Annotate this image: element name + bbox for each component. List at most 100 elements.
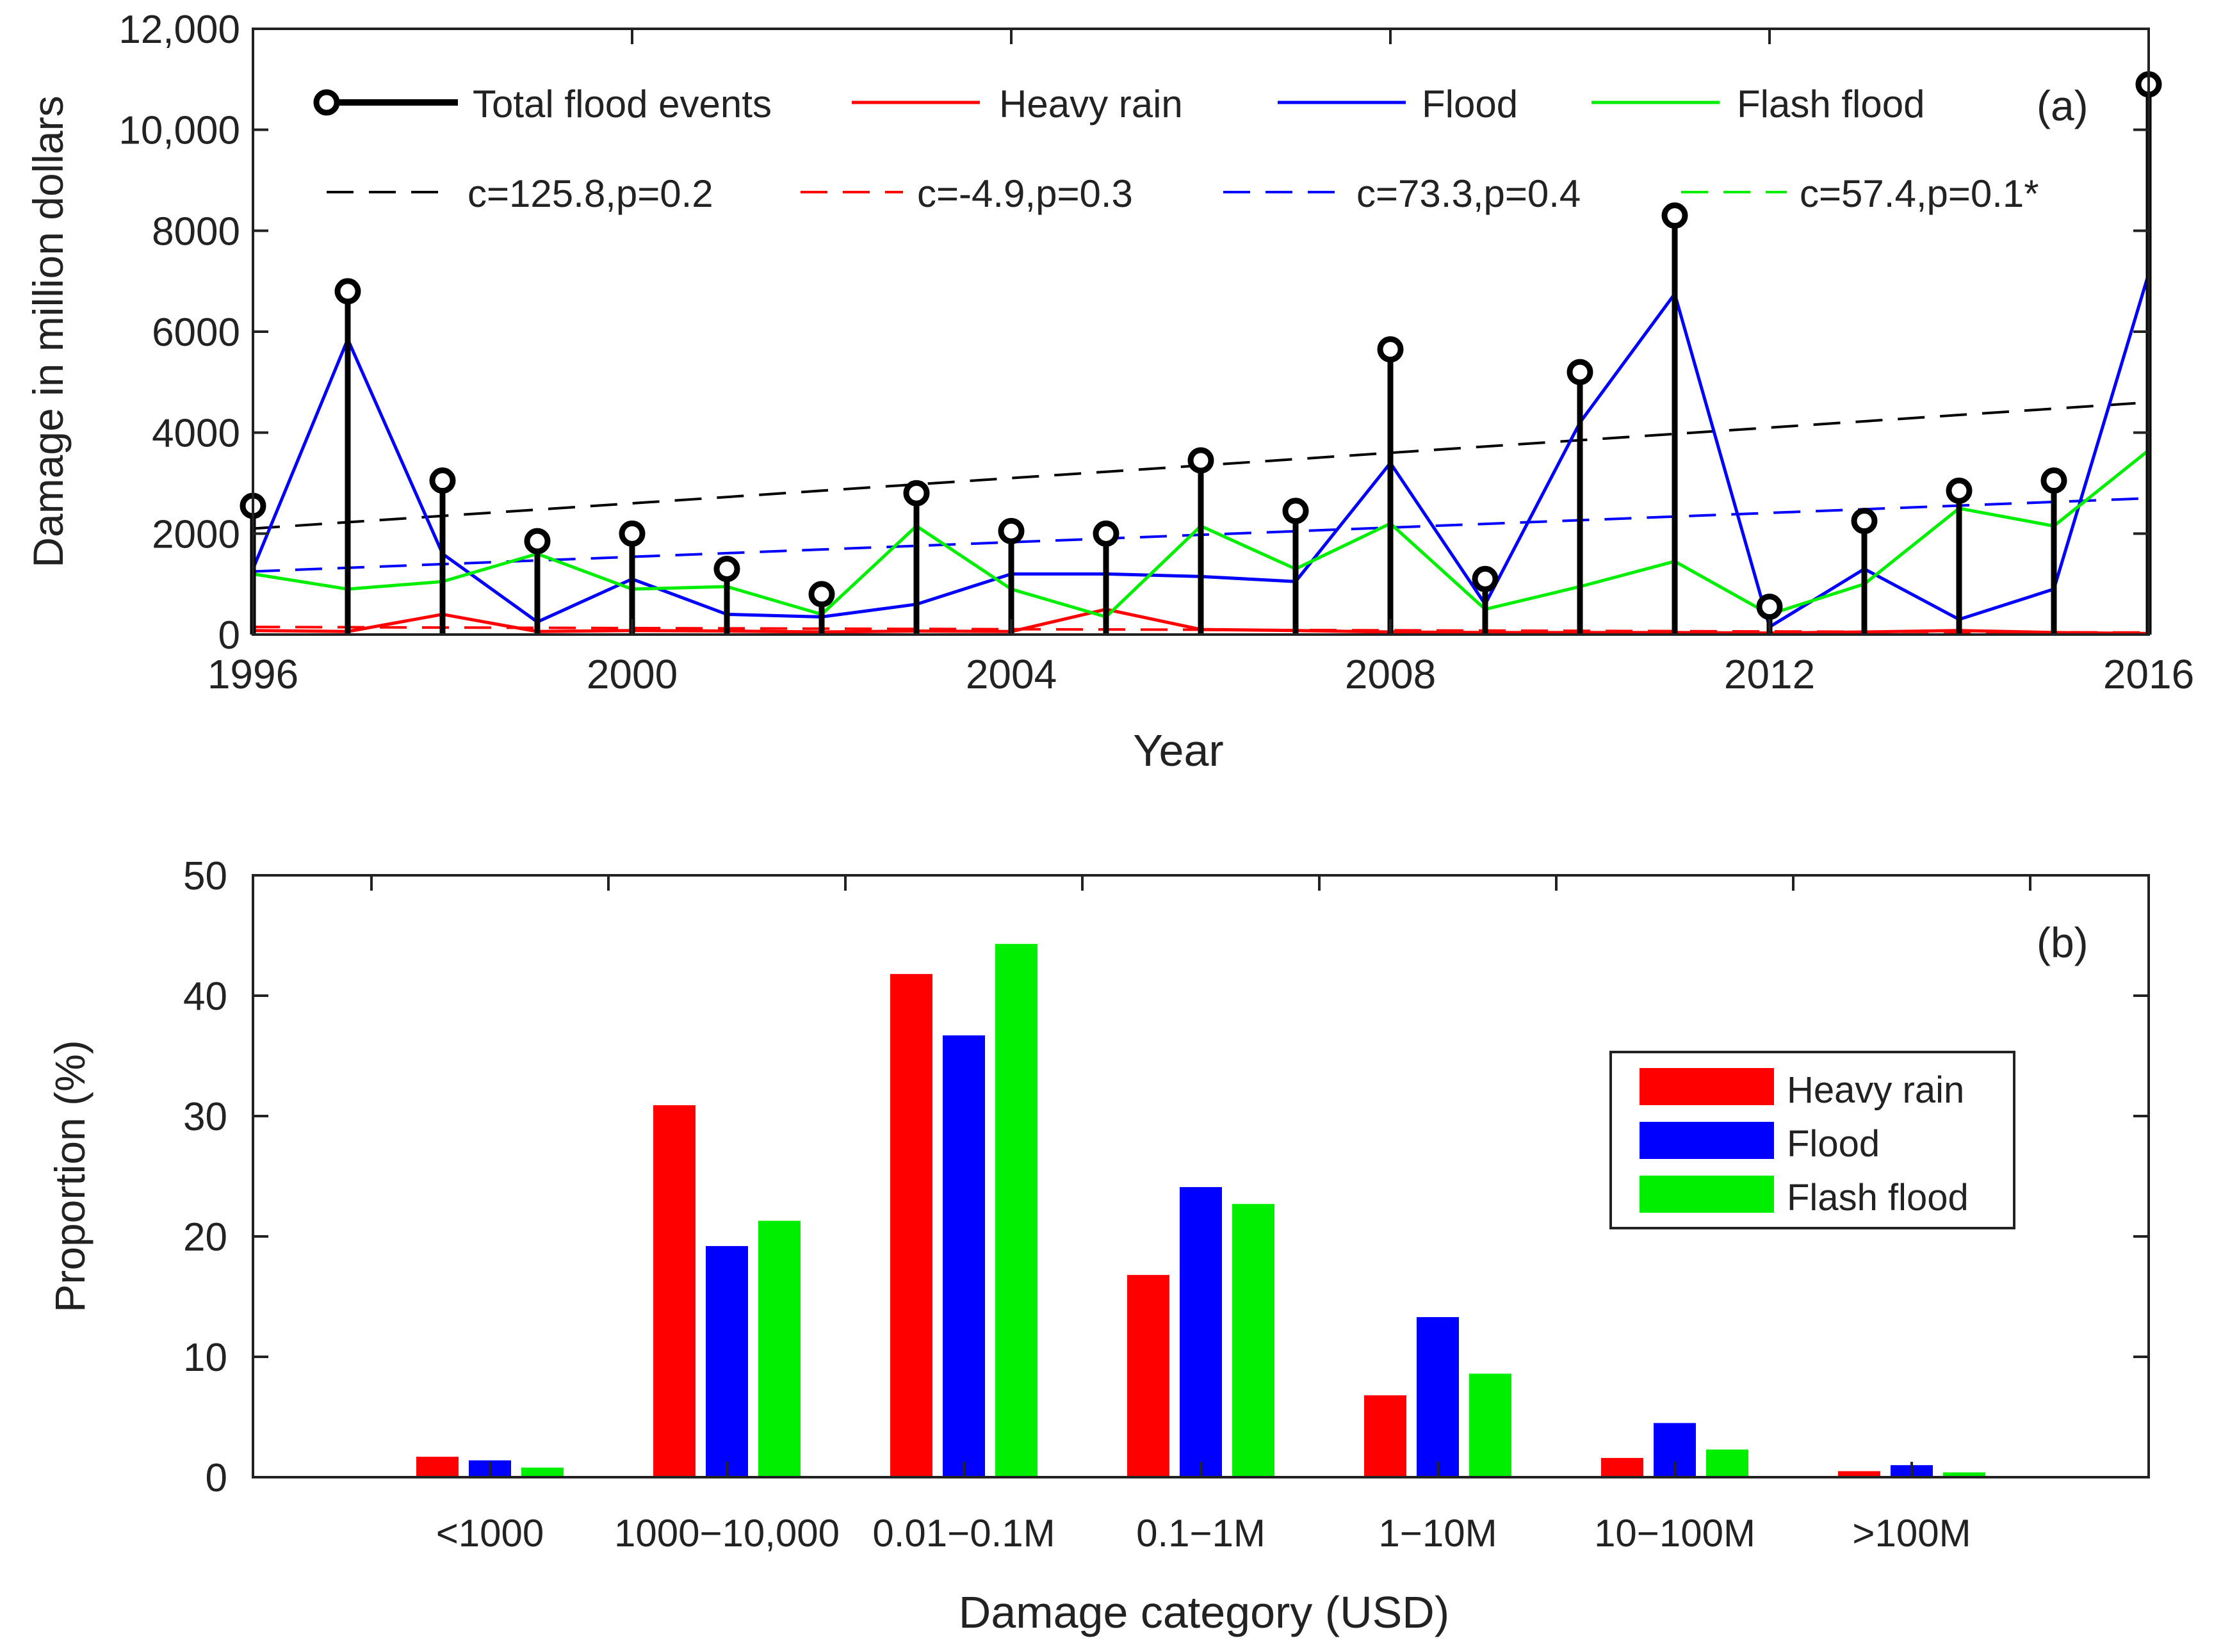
total-marker [524,528,551,555]
bar-flood [706,1246,748,1477]
x-tick-label: 10−100M [1594,1512,1755,1555]
total-marker [1756,594,1783,620]
legend-item-flash-flood-b: Flash flood [1640,1176,1969,1219]
bar-flood [943,1035,985,1477]
bar-heavy_rain [653,1105,696,1477]
y-tick-label: 50 [183,854,227,898]
trend-label-total: c=125.8,p=0.2 [468,172,713,215]
total-marker [903,480,930,506]
x-tick-label: 0.01−0.1M [872,1512,1055,1555]
trend-label-flood: c=73.3,p=0.4 [1356,172,1581,215]
legend-label-flash-flood: Flash flood [1737,83,1925,126]
total-marker [1946,477,1973,504]
panel-b-bar-chart: 0 10 20 30 40 50 <1000 1000−10,000 0.01−0.1M 0.1−… [46,854,2150,1637]
bar-heavy_rain [1601,1457,1643,1477]
total-marker [808,581,835,608]
panel-a-plot-area [240,71,2162,635]
total-marker [1282,498,1309,524]
bar-heavy_rain [1838,1471,1880,1477]
bar-flash_flood [1943,1472,1985,1477]
bar-flash_flood [521,1467,564,1477]
y-tick-label: 8000 [152,209,240,254]
x-tick-label: 2012 [1724,651,1815,697]
bar-heavy_rain [416,1457,459,1477]
panel-a-legend: Total flood events Heavy rain Flood Flas… [313,83,2039,215]
legend-b-label-flash-flood: Flash flood [1787,1177,1969,1219]
total-marker [1567,359,1593,385]
bar-flash_flood [995,944,1038,1477]
y-tick-label: 6000 [152,311,240,355]
total-marker [2040,467,2067,494]
bar-flood [1180,1186,1222,1477]
total-marker-icon [313,89,340,116]
bar-flash_flood [758,1220,801,1477]
bar-heavy_rain [1364,1395,1406,1477]
total-marker [1377,336,1404,363]
panel-b-y-axis-label: Proportion (%) [46,1040,94,1313]
panel-b-legend: Heavy rain Flood Flash flood [1609,1051,2015,1229]
panel-b-label: (b) [2037,919,2088,966]
x-tick-label: 2000 [587,651,678,697]
total-marker [334,278,361,305]
total-marker [1472,565,1499,592]
bar-flash_flood [1232,1204,1274,1477]
x-tick-label: 2004 [966,651,1057,697]
legend-item-trend-flood: c=73.3,p=0.4 [1223,172,1581,215]
panel-a-line-chart: 1996 2000 2004 2008 2012 2016 0 2000 4000 6000 800… [24,8,2194,775]
y-tick-label: 4000 [152,412,240,456]
legend-item-trend-flash-flood: c=57.4,p=0.1* [1681,172,2039,215]
legend-item-trend-heavy-rain: c=-4.9,p=0.3 [801,172,1133,215]
panel-a-x-axis-label: Year [1133,725,1223,775]
legend-item-heavy-rain: Heavy rain [852,83,1183,126]
panel-b-plot-area [416,944,1985,1477]
panel-a-axes: 1996 2000 2004 2008 2012 2016 0 2000 4000 6000 800… [118,8,2194,697]
y-tick-label: 2000 [152,512,240,556]
total-marker [1187,447,1214,474]
total-marker [429,467,456,494]
legend-item-flash-flood: Flash flood [1591,83,1925,126]
total-marker [1093,520,1119,547]
legend-item-heavy-rain-b: Heavy rain [1640,1068,1964,1111]
y-tick-label: 40 [183,975,227,1019]
x-tick-label: 0.1−1M [1136,1512,1266,1555]
legend-item-trend-total: c=125.8,p=0.2 [327,172,713,215]
total-marker [1851,508,1878,535]
trend-label-flash-flood: c=57.4,p=0.1* [1800,172,2039,215]
total-marker [1661,202,1688,229]
panel-b-frame [252,874,2150,1478]
total-marker [998,517,1025,544]
x-tick-label: 2016 [2103,651,2194,697]
panel-b-axes: 0 10 20 30 40 50 <1000 1000−10,000 0.01−0.1M 0.1−… [183,854,2149,1555]
legend-item-flood: Flood [1278,83,1518,126]
bar-heavy_rain [1127,1275,1169,1477]
legend-label-heavy-rain: Heavy rain [999,83,1183,126]
legend-label-total: Total flood events [473,83,772,126]
legend-item-flood-b: Flood [1640,1122,1880,1165]
trend-label-heavy-rain: c=-4.9,p=0.3 [917,172,1133,215]
bar-flash_flood [1706,1449,1748,1477]
y-tick-label: 20 [183,1215,227,1259]
x-tick-label: 1996 [208,651,298,697]
y-tick-label: 10,000 [118,109,240,153]
x-tick-label: 1−10M [1378,1512,1497,1555]
bar-heavy_rain [890,974,932,1477]
panel-a-y-axis-label: Damage in million dollars [24,95,72,567]
bar-flash_flood [1469,1373,1511,1477]
legend-label-flood: Flood [1422,83,1518,126]
y-tick-label: 30 [183,1095,227,1139]
y-tick-label: 0 [206,1456,227,1500]
y-tick-label: 0 [218,613,240,658]
panel-a-label: (a) [2037,82,2088,129]
x-tick-label: 2008 [1345,651,1436,697]
total-marker [619,520,646,547]
panel-b-x-axis-label: Damage category (USD) [959,1587,1449,1637]
y-tick-label: 10 [183,1336,227,1380]
x-tick-label: 1000−10,000 [614,1512,840,1555]
legend-item-total-flood-events: Total flood events [313,83,772,126]
y-tick-label: 12,000 [118,8,240,52]
legend-b-label-flood: Flood [1787,1123,1880,1165]
x-tick-label: <1000 [436,1512,544,1555]
total-marker [713,556,740,583]
legend-b-label-heavy-rain: Heavy rain [1787,1069,1964,1111]
